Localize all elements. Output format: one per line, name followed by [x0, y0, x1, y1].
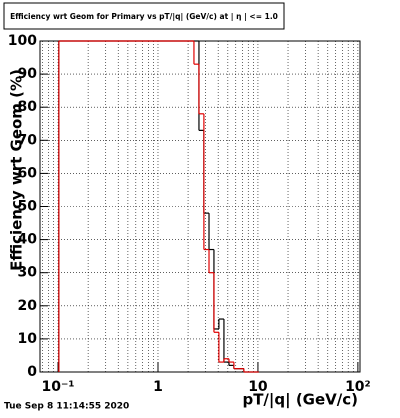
x-tick-label: 10²	[345, 379, 371, 395]
y-tick-label: 40	[18, 232, 38, 248]
x-axis-label: pT/|q| (GeV/c)	[242, 391, 358, 410]
footer: Tue Sep 8 11:14:55 2020	[4, 402, 129, 412]
y-tick-label: 0	[27, 364, 37, 380]
x-tick-label: 10	[248, 379, 268, 395]
x-tick-label: 10⁻¹	[42, 379, 75, 395]
y-tick-label: 100	[8, 33, 37, 49]
chart-title: Efficiency wrt Geom for Primary vs pT/|q…	[10, 12, 278, 22]
y-tick-label: 90	[18, 66, 38, 82]
y-tick-label: 80	[18, 99, 38, 115]
y-tick-label: 10	[18, 331, 38, 347]
y-tick-label: 20	[18, 298, 38, 314]
y-axis-label: Efficiency wrt Geom (%)	[8, 69, 26, 271]
title-box	[3, 2, 285, 30]
y-tick-label: 50	[18, 199, 38, 215]
y-tick-label: 60	[18, 165, 38, 181]
x-tick-label: 1	[153, 379, 163, 395]
y-tick-label: 70	[18, 132, 38, 148]
y-tick-label: 30	[18, 265, 38, 281]
